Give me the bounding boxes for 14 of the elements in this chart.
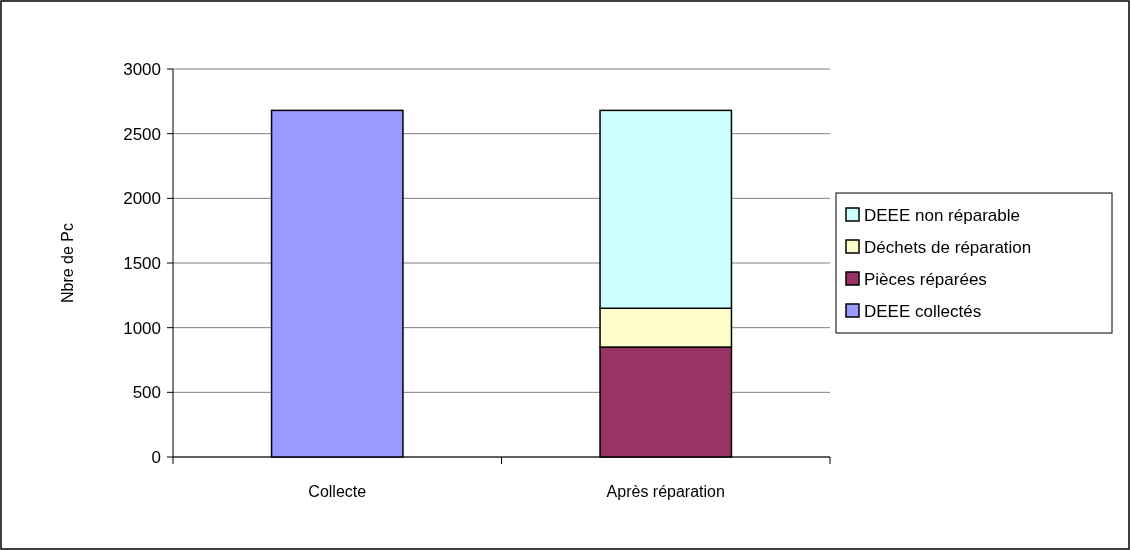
y-tick-label: 3000 [123, 59, 161, 79]
y-tick-label: 1000 [123, 318, 161, 338]
y-tick-label: 1500 [123, 253, 161, 273]
legend-label: DEEE collectés [864, 301, 982, 321]
y-axis-title: Nbre de Pc [59, 222, 76, 304]
legend-label: DEEE non réparable [864, 205, 1020, 225]
legend-label: Pièces réparées [864, 269, 987, 289]
y-tick-label: 0 [151, 447, 161, 467]
y-tick-label: 2500 [123, 124, 161, 144]
x-tick-label: Après réparation [606, 483, 725, 500]
y-tick-label: 2000 [123, 189, 161, 209]
y-tick-label: 500 [132, 383, 161, 403]
legend-label: Déchets de réparation [864, 237, 1032, 257]
x-tick-label: Collecte [308, 483, 367, 500]
